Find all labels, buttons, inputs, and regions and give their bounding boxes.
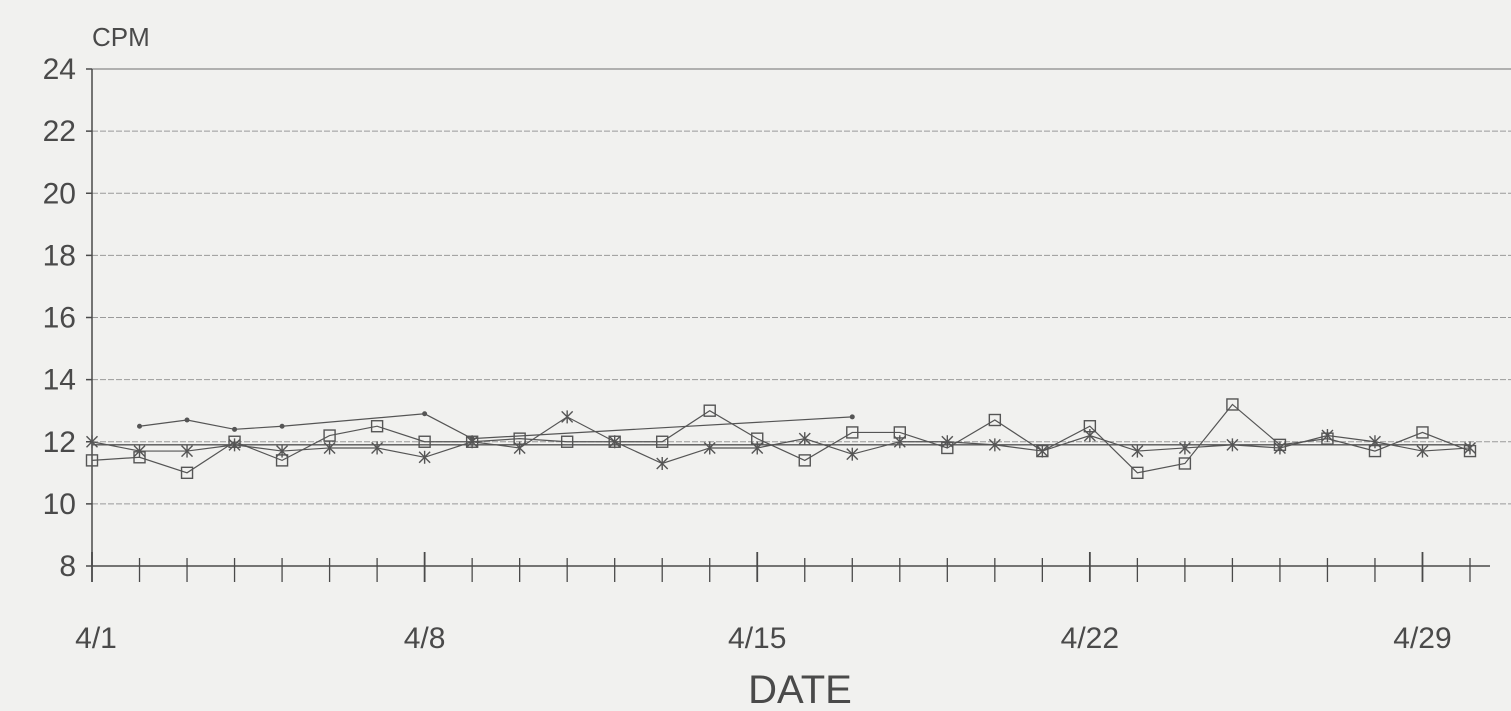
series-1-point-23 bbox=[1178, 457, 1192, 470]
x-tick-label-4-1: 4/1 bbox=[75, 622, 117, 655]
series-2-point-16 bbox=[846, 447, 859, 461]
series-2-point-4 bbox=[276, 444, 289, 458]
axis-layer bbox=[86, 68, 1490, 582]
series-2-point-26 bbox=[1321, 429, 1334, 443]
x-tick-label-4-22: 4/22 bbox=[1061, 622, 1119, 655]
series-1-point-7 bbox=[418, 435, 431, 448]
series-2-point-28 bbox=[1416, 444, 1429, 458]
series-2-point-10 bbox=[561, 410, 574, 424]
series-2-point-7 bbox=[418, 450, 431, 464]
series-1-point-2 bbox=[180, 466, 194, 480]
y-tick-label-20: 20 bbox=[43, 177, 76, 210]
series-1-point-13 bbox=[703, 404, 716, 417]
series-1-point-6 bbox=[370, 420, 384, 433]
series-1-point-22 bbox=[1131, 466, 1144, 480]
series-1-point-10 bbox=[560, 435, 574, 448]
y-tick-label-22: 22 bbox=[43, 115, 76, 148]
series-0-point-6 bbox=[849, 414, 855, 420]
label-layer: 8 10 12 14 16 18 20 22 24 4/1 4/8 4/15 4/22 4/29 bbox=[43, 53, 1452, 655]
series-2-point-1 bbox=[133, 444, 146, 458]
y-axis-title: CPM bbox=[92, 22, 150, 52]
series-2-point-12 bbox=[656, 456, 669, 470]
y-tick-label-16: 16 bbox=[43, 302, 76, 335]
series-2-point-20 bbox=[1036, 444, 1049, 458]
series-0-point-2 bbox=[232, 426, 238, 432]
series-2-line bbox=[91, 416, 1471, 465]
x-tick-label-4-29: 4/29 bbox=[1393, 622, 1451, 655]
y-tick-label-24: 24 bbox=[43, 53, 76, 86]
y-tick-label-14: 14 bbox=[43, 364, 76, 397]
x-tick-label-4-15: 4/15 bbox=[728, 622, 786, 655]
x-tick-label-4-8: 4/8 bbox=[404, 622, 446, 655]
series-1-point-16 bbox=[846, 426, 859, 439]
series-1-point-12 bbox=[656, 435, 669, 448]
series-0-point-0 bbox=[137, 423, 143, 429]
series-1-point-15 bbox=[798, 454, 811, 467]
series-2-point-21 bbox=[1083, 429, 1096, 443]
series-0-point-4 bbox=[422, 411, 428, 417]
series-1-point-24 bbox=[1226, 398, 1239, 411]
series-layer bbox=[85, 398, 1477, 480]
series-0-point-3 bbox=[279, 423, 285, 429]
series-2-point-2 bbox=[181, 444, 194, 458]
series-1-line bbox=[91, 403, 1471, 474]
y-tick-label-18: 18 bbox=[43, 239, 76, 272]
series-1-point-19 bbox=[988, 413, 1002, 427]
series-0-line bbox=[139, 413, 853, 440]
y-tick-label-8: 8 bbox=[59, 550, 76, 583]
series-1-point-0 bbox=[85, 454, 99, 467]
series-2-point-22 bbox=[1131, 444, 1144, 458]
series-2-point-15 bbox=[798, 432, 811, 446]
series-1-point-28 bbox=[1416, 426, 1429, 439]
y-tick-label-10: 10 bbox=[43, 488, 76, 521]
grid-layer bbox=[92, 68, 1511, 505]
series-0-point-1 bbox=[184, 417, 190, 423]
x-axis-title: DATE bbox=[748, 668, 852, 706]
series-1-point-5 bbox=[323, 429, 336, 442]
y-tick-label-12: 12 bbox=[43, 426, 76, 459]
